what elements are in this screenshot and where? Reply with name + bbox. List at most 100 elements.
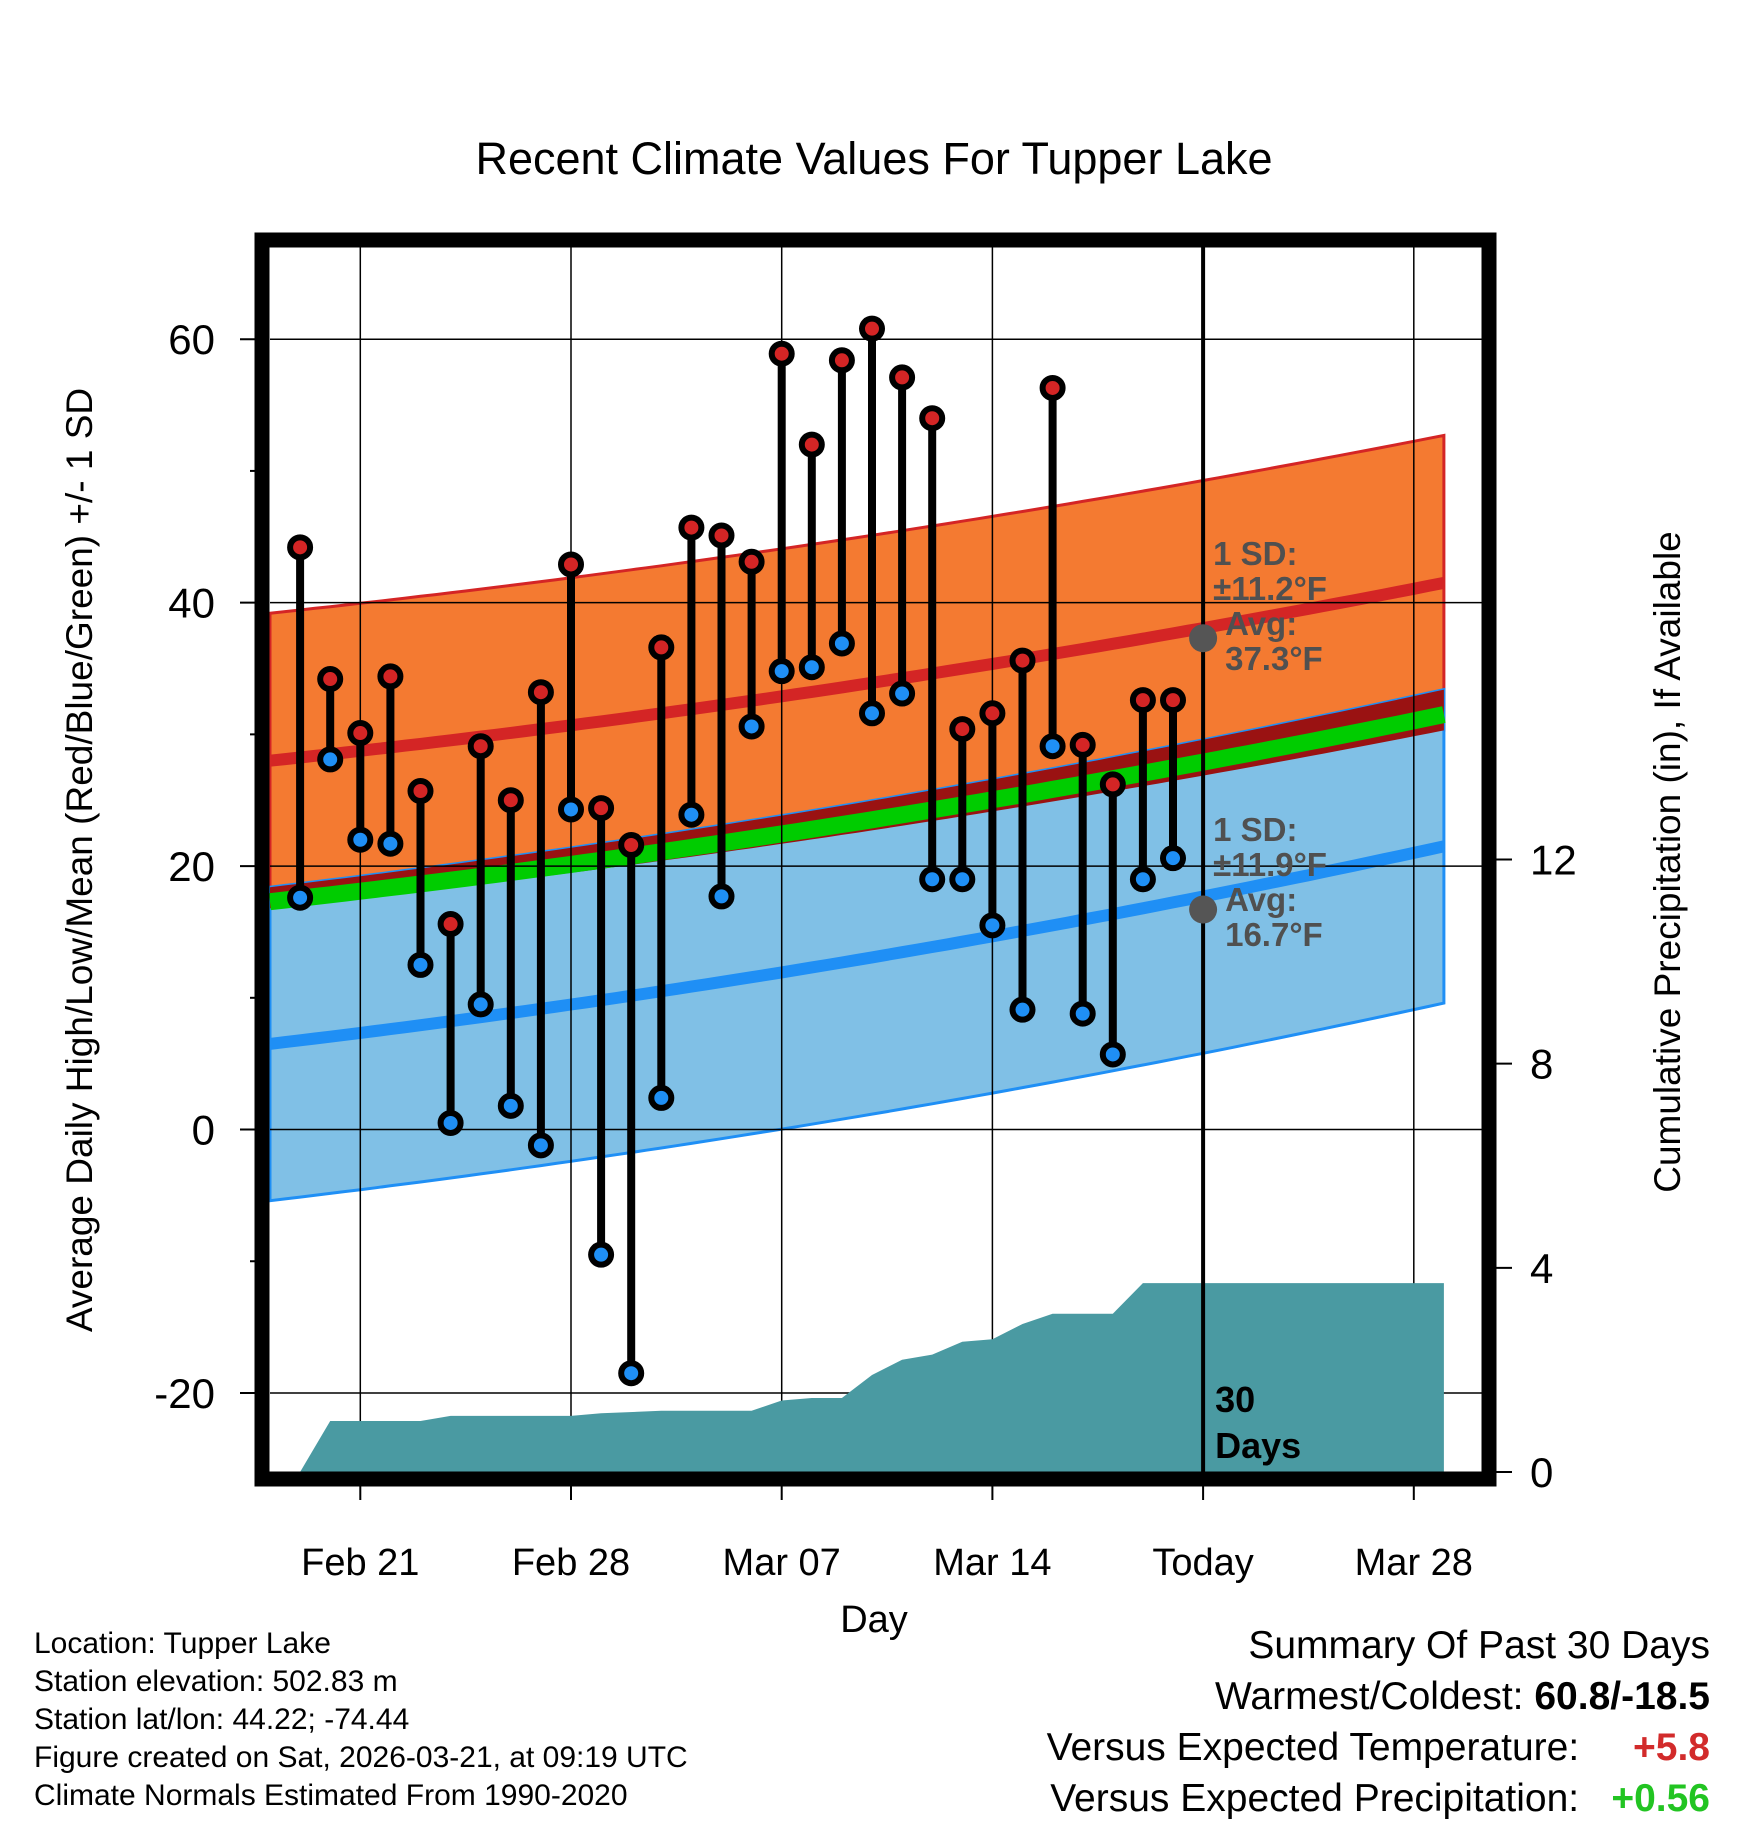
y2-tick-label: 0: [1530, 1449, 1553, 1496]
normal-high-line: [269, 577, 1446, 767]
today-normal-low-dot: [1189, 895, 1218, 924]
daily-low-point: [949, 866, 976, 893]
daily-high-point: [678, 514, 705, 541]
high-normal-annotation: 1 SD:: [1213, 535, 1297, 572]
daily-high-point: [1099, 771, 1126, 798]
daily-low-point: [979, 912, 1006, 939]
daily-high-point: [377, 663, 404, 690]
cumulative-precip-area: 30 Days: [300, 247, 1444, 1472]
daily-low-point: [497, 1092, 524, 1119]
high-normal-annotation: Avg:: [1225, 605, 1297, 642]
daily-high-point: [648, 634, 675, 661]
summary-warmest-coldest: Warmest/Coldest: 60.8/-18.5: [1047, 1671, 1710, 1722]
today-days-label: 30: [1215, 1379, 1255, 1420]
daily-low-point: [678, 801, 705, 828]
daily-low-point: [317, 746, 344, 773]
daily-low-point: [377, 830, 404, 857]
daily-low-point: [828, 630, 855, 657]
daily-low-point: [1129, 866, 1156, 893]
daily-low-point: [708, 883, 735, 910]
daily-low-point: [889, 680, 916, 707]
daily-high-point: [347, 720, 374, 747]
low-normal-annotation: Avg:: [1225, 881, 1297, 918]
daily-high-point: [979, 700, 1006, 727]
daily-low-point: [527, 1132, 554, 1159]
summary-temperature: Versus Expected Temperature: +5.8: [1047, 1722, 1710, 1773]
normal-bands: [268, 433, 1446, 1203]
y2-tick-label: 12: [1530, 837, 1577, 884]
daily-high-point: [1039, 374, 1066, 401]
y-axis-label: Average Daily High/Low/Mean (Red/Blue/Gr…: [59, 388, 100, 1332]
daily-low-point: [467, 991, 494, 1018]
location-line: Location: Tupper Lake: [34, 1627, 331, 1660]
axes: -20 0 20 40 60 0 4 8 12 Feb 21 Feb 28 Mar 07 Mar 14 T…: [59, 232, 1688, 1641]
daily-high-point: [317, 666, 344, 693]
daily-high-point: [798, 431, 825, 458]
daily-high-point: [558, 551, 584, 578]
x-tick-label: Feb 28: [512, 1542, 630, 1584]
y2-tick-label: 8: [1530, 1041, 1553, 1088]
daily-high-point: [1129, 687, 1156, 714]
y-tick-label: 60: [168, 316, 215, 363]
daily-low-point: [1160, 845, 1186, 872]
precip-departure-label: Versus Expected Precipitation:: [1050, 1777, 1580, 1820]
created-line: Figure created on Sat, 2026-03-21, at 09…: [34, 1741, 688, 1774]
daily-high-point: [287, 534, 314, 561]
daily-low-point: [407, 951, 434, 978]
y-tick-label: 40: [168, 580, 215, 627]
daily-low-point: [287, 884, 314, 911]
daily-high-point: [437, 911, 464, 938]
daily-low-point: [1039, 733, 1066, 760]
summary-precipitation: Versus Expected Precipitation: +0.56: [1047, 1773, 1710, 1824]
normal-mean-line: [269, 706, 1446, 911]
daily-low-point: [618, 1360, 645, 1387]
daily-range-stems: [296, 328, 1177, 1374]
x-axis-label: Day: [840, 1599, 908, 1641]
daily-high-point: [407, 778, 434, 805]
latlon-line: Station lat/lon: 44.22; -74.44: [34, 1703, 410, 1736]
overlap-band: [270, 689, 1444, 909]
low-sd-band: [268, 687, 1446, 1203]
daily-low-point: [768, 658, 795, 685]
high-normal-annotation: 37.3°F: [1225, 640, 1323, 677]
x-tick-label: Today: [1152, 1542, 1253, 1584]
daily-low-point: [919, 866, 946, 893]
daily-low-point: [1069, 1000, 1096, 1027]
daily-high-point: [859, 315, 885, 342]
daily-low-point: [738, 713, 765, 740]
temp-departure-label: Versus Expected Temperature:: [1046, 1726, 1580, 1769]
daily-low-point: [1099, 1041, 1126, 1068]
daily-low-point: [648, 1084, 675, 1111]
low-normal-annotation: ±11.9°F: [1213, 846, 1327, 883]
daily-high-point: [768, 340, 795, 367]
daily-high-point: [828, 347, 855, 374]
daily-high-point: [618, 832, 645, 859]
x-tick-label: Mar 14: [933, 1542, 1051, 1584]
summary-title: Summary Of Past 30 Days: [1248, 1624, 1710, 1667]
daily-high-point: [919, 405, 946, 432]
chart-title: Recent Climate Values For Tupper Lake: [475, 133, 1272, 184]
today-normal-high-dot: [1189, 624, 1218, 653]
normals-line: Climate Normals Estimated From 1990-2020: [34, 1779, 628, 1812]
elevation-line: Station elevation: 502.83 m: [34, 1665, 398, 1698]
daily-high-point: [497, 787, 524, 814]
daily-high-point: [889, 364, 916, 391]
y2-tick-label: 4: [1530, 1245, 1553, 1292]
warmest-coldest-label: Warmest/Coldest:: [1215, 1675, 1524, 1718]
daily-high-point: [467, 733, 494, 760]
daily-low-point: [798, 654, 825, 681]
x-tick-label: Mar 07: [723, 1542, 841, 1584]
daily-low-point: [437, 1109, 464, 1136]
y-tick-label: 20: [168, 843, 215, 890]
daily-high-point: [1160, 687, 1186, 714]
daily-low-point: [588, 1241, 615, 1268]
daily-low-point: [859, 700, 885, 727]
temp-departure-value: +5.8: [1633, 1726, 1710, 1769]
high-normal-annotation: ±11.2°F: [1213, 570, 1327, 607]
daily-high-point: [708, 522, 735, 549]
daily-low-point: [347, 826, 374, 853]
x-tick-label: Mar 28: [1355, 1542, 1473, 1584]
warmest-coldest-value: 60.8/-18.5: [1534, 1675, 1710, 1718]
y-tick-label: 0: [192, 1107, 215, 1154]
